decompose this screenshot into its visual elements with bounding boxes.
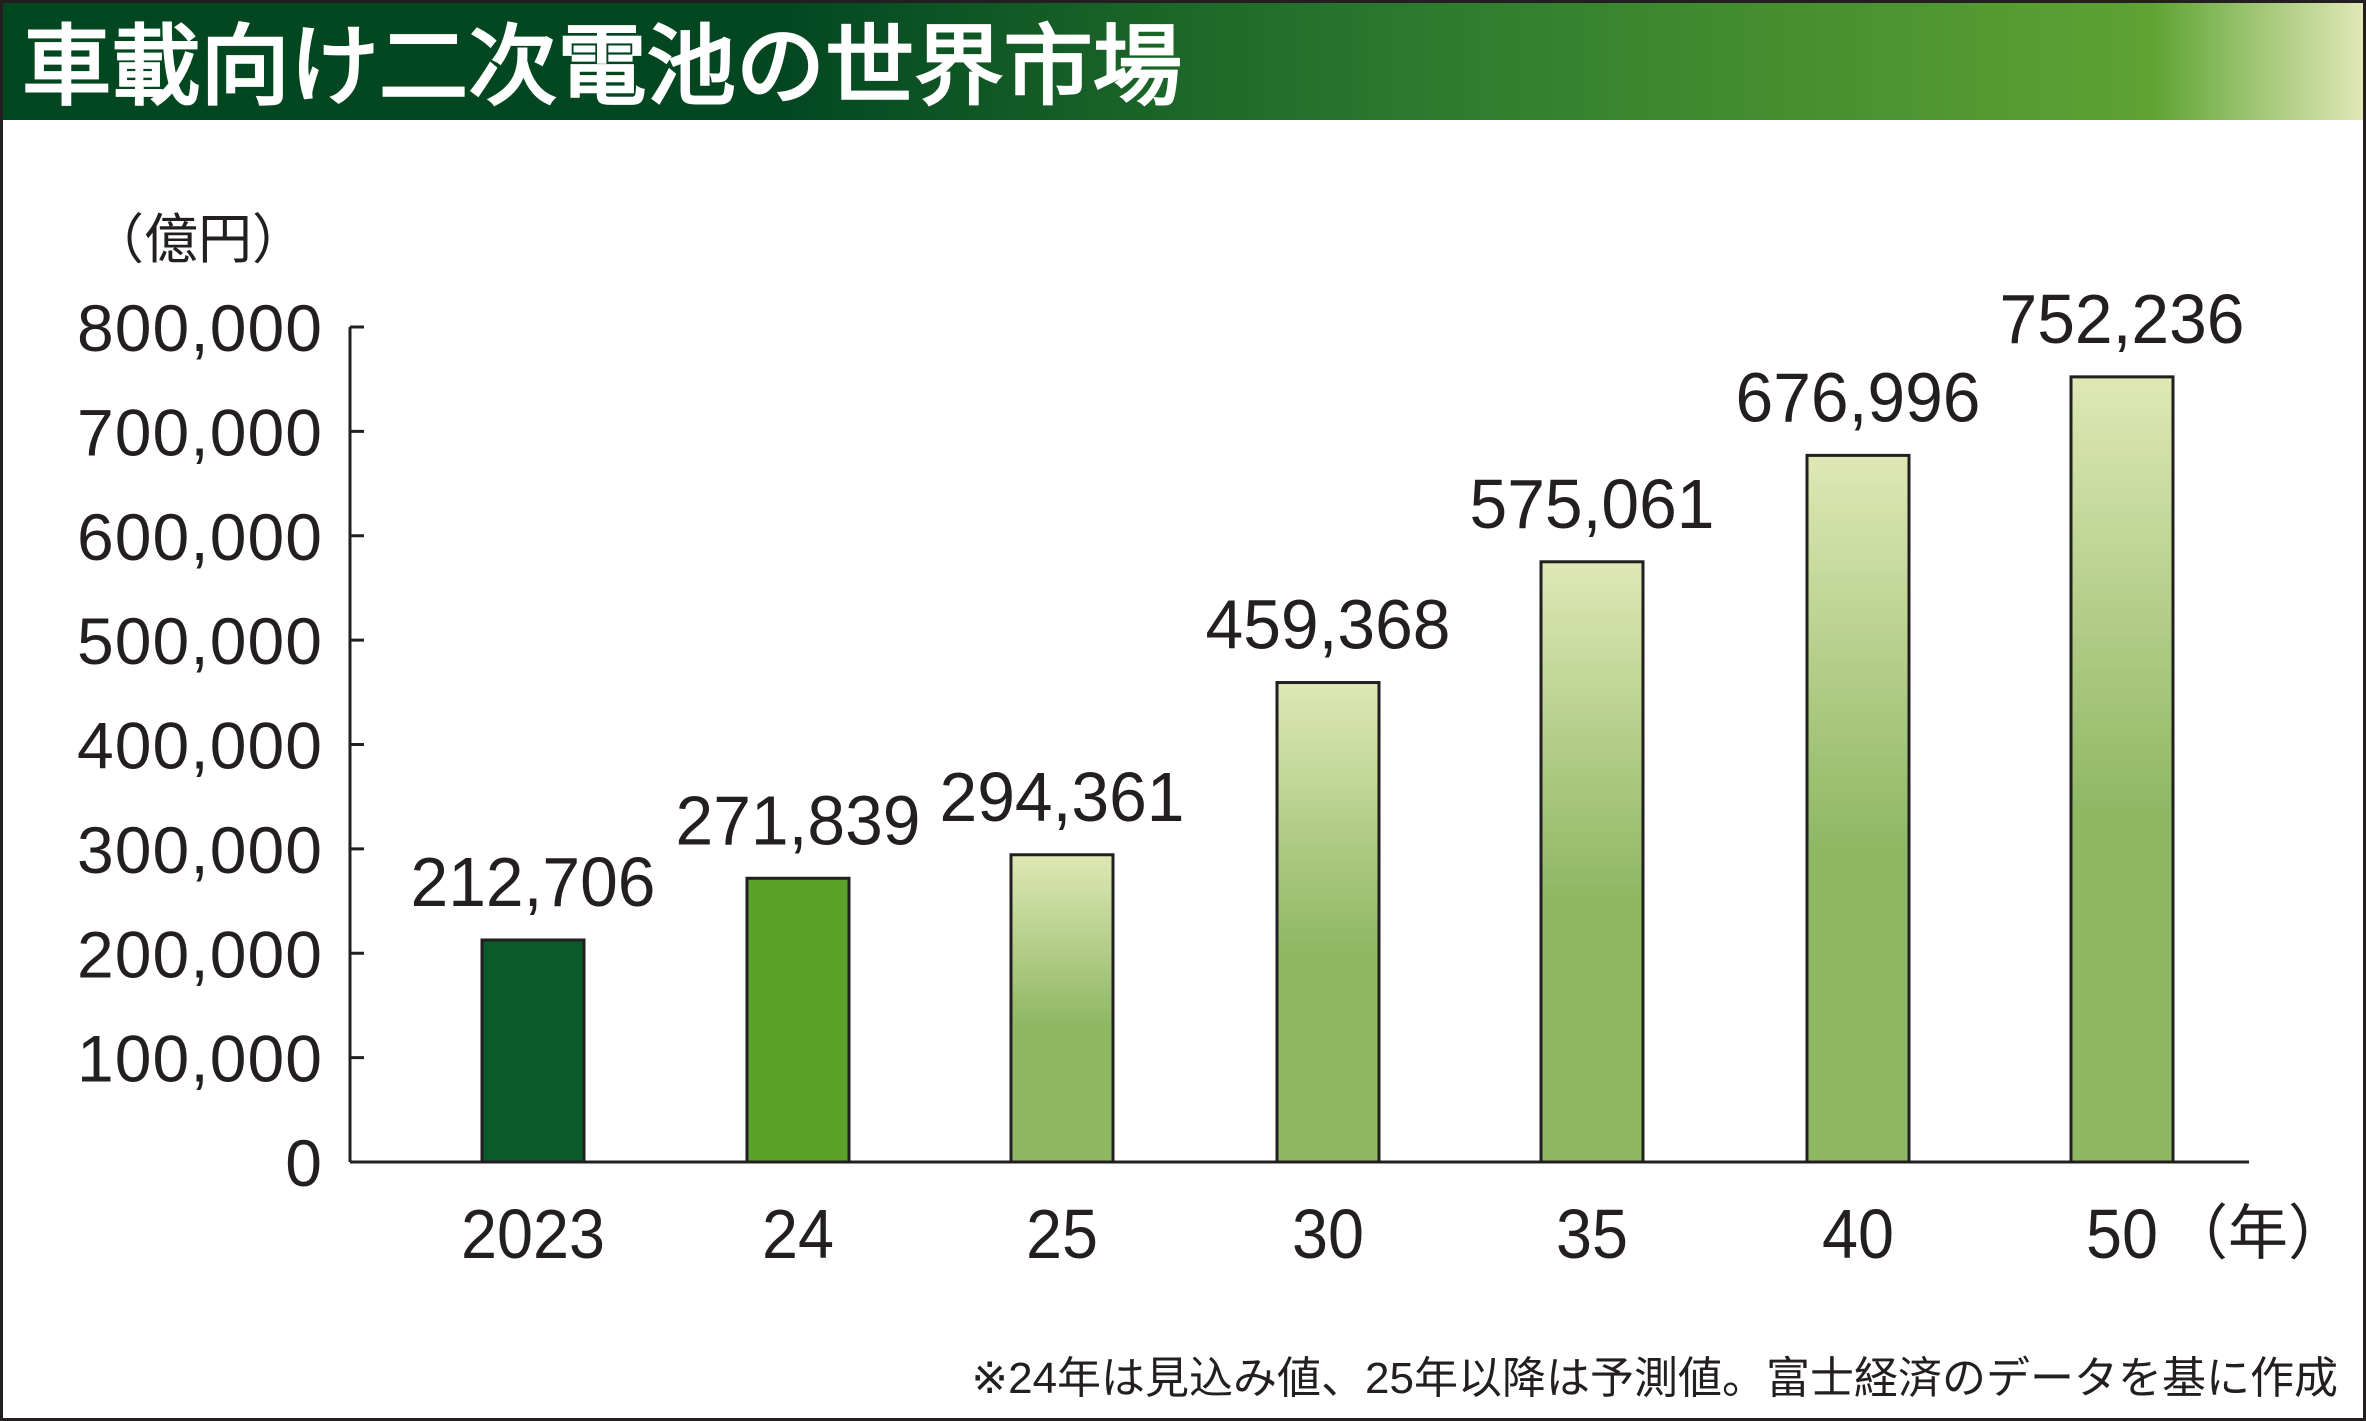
x-tick-label: 35: [1556, 1195, 1628, 1273]
y-tick-label: 800,000: [77, 291, 322, 365]
y-tick-label: 0: [285, 1126, 322, 1200]
value-label: 575,061: [1470, 465, 1715, 543]
bar-2023: [480, 938, 586, 1164]
x-tick-label: 30: [1292, 1195, 1364, 1273]
y-tick-label: 200,000: [77, 917, 322, 991]
y-tick-label: 100,000: [77, 1022, 322, 1096]
bar-24: [745, 876, 851, 1164]
x-tick-label: 24: [762, 1195, 834, 1273]
y-axis: 0 100,000 200,000 300,000 400,000 500,000 600,…: [77, 291, 364, 1200]
value-label: 676,996: [1736, 358, 1981, 436]
x-axis: 2023 24 25 30 35 40 50 （年）: [350, 1160, 2348, 1273]
value-label: 212,706: [411, 843, 656, 921]
value-label: 271,839: [676, 781, 921, 859]
x-tick-label: 40: [1822, 1195, 1894, 1273]
y-axis-unit-label: （億円）: [90, 210, 306, 270]
y-tick-label: 700,000: [77, 395, 322, 469]
bar-25: [1009, 853, 1115, 1164]
x-tick-label: 2023: [461, 1195, 605, 1273]
bar-40: [1805, 453, 1911, 1164]
x-tick-label: 25: [1026, 1195, 1098, 1273]
y-tick-label: 500,000: [77, 604, 322, 678]
bar-30: [1275, 681, 1381, 1164]
value-label: 459,368: [1206, 586, 1451, 664]
bar-35: [1539, 560, 1645, 1164]
y-tick-label: 300,000: [77, 813, 322, 887]
footnote: ※24年は見込み値、25年以降は予測値。富士経済のデータを基に作成: [971, 1354, 2338, 1403]
x-tick-label: 50: [2086, 1195, 2158, 1273]
y-tick-label: 600,000: [77, 500, 322, 574]
title-bar: [3, 3, 2363, 120]
x-axis-unit-label: （年）: [2168, 1200, 2348, 1267]
value-label: 752,236: [2000, 280, 2245, 358]
chart-title: 車載向け二次電池の世界市場: [22, 17, 1182, 116]
value-label: 294,361: [940, 758, 1185, 836]
bar-50: [2069, 375, 2175, 1164]
y-tick-label: 400,000: [77, 709, 322, 783]
